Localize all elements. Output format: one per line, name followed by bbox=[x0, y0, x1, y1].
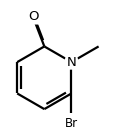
Text: O: O bbox=[28, 10, 38, 23]
Text: N: N bbox=[67, 56, 76, 69]
Text: Br: Br bbox=[65, 117, 78, 130]
